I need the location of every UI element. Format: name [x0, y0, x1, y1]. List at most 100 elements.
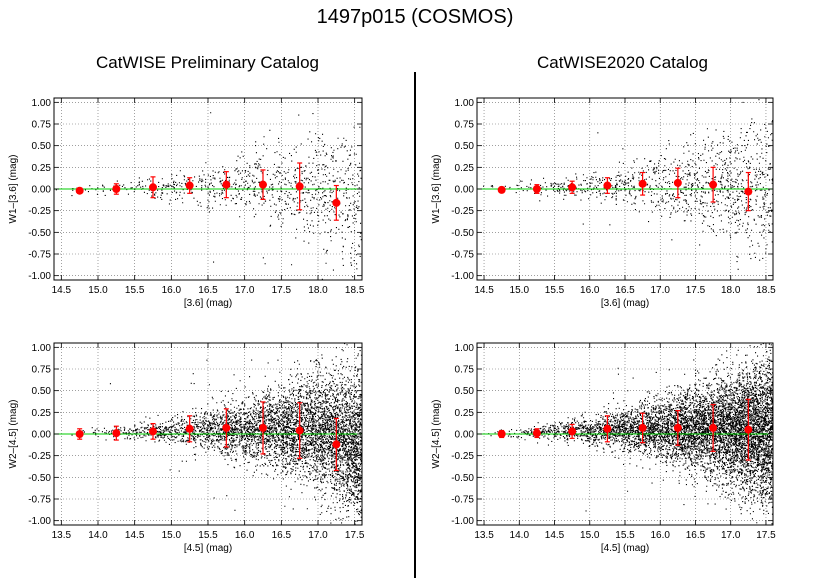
x-tick-label: 16.5 — [198, 285, 218, 296]
binned-mean-point — [497, 429, 506, 439]
binned-mean-point — [673, 167, 682, 199]
x-tick-label: 16.5 — [615, 285, 635, 296]
main-title: 1497p015 (COSMOS) — [316, 6, 514, 28]
y-tick-label: 1.00 — [32, 98, 52, 109]
x-tick-label: 13.5 — [52, 530, 72, 541]
y-tick-label: -0.75 — [28, 495, 51, 506]
y-tick-label: -0.75 — [28, 250, 51, 261]
scatter-dots — [55, 112, 362, 280]
y-tick-label: 0.00 — [455, 430, 475, 441]
binned-mean-point — [603, 177, 612, 194]
binned-mean-point — [332, 184, 341, 221]
x-tick-label: 15.0 — [88, 285, 108, 296]
x-tick-label: 14.5 — [474, 285, 494, 296]
y-tick-label: -0.25 — [28, 206, 51, 217]
y-tick-label: 1.00 — [455, 343, 475, 354]
scatter-points — [71, 343, 362, 525]
scatter-dots — [488, 343, 773, 525]
y-tick-label: 0.25 — [32, 163, 52, 174]
y-tick-label: 0.25 — [32, 408, 52, 419]
x-tick-label: 13.5 — [474, 530, 494, 541]
x-tick-label: 15.5 — [615, 530, 635, 541]
left-column-title: CatWISE Preliminary Catalog — [96, 53, 319, 72]
y-tick-label: -0.50 — [451, 228, 474, 239]
y-tick-label: -1.00 — [28, 271, 51, 282]
y-tick-label: -0.25 — [28, 451, 51, 462]
chart-panel-2: 13.5 14.0 14.5 15.0 15.5 16.0 16.5 17.0 17.5 1.00… — [8, 342, 365, 554]
y-tick-label: 0.75 — [32, 120, 52, 131]
binned-mean-point — [568, 180, 577, 194]
y-tick-label: 0.75 — [455, 120, 475, 131]
y-tick-label: 0.50 — [455, 386, 475, 397]
binned-mean-point — [744, 171, 753, 212]
x-tick-label: 15.5 — [125, 285, 145, 296]
x-tick-label: 17.5 — [345, 530, 365, 541]
scatter-dots — [71, 343, 362, 525]
y-tick-label: 0.50 — [32, 141, 52, 152]
binned-mean-point — [568, 423, 577, 439]
y-tick-label: 0.00 — [32, 430, 52, 441]
binned-mean-point — [497, 185, 506, 194]
x-tick-label: 17.5 — [272, 285, 292, 296]
x-tick-label: 14.5 — [125, 530, 145, 541]
binned-mean-point — [603, 415, 612, 443]
x-tick-label: 16.5 — [686, 530, 706, 541]
y-tick-label: 0.00 — [455, 185, 475, 196]
y-tick-label: 1.00 — [32, 343, 52, 354]
right-column-title: CatWISE2020 Catalog — [536, 53, 709, 72]
binned-mean-point — [112, 183, 121, 195]
x-tick-label: 17.5 — [756, 530, 776, 541]
binned-mean-point — [185, 177, 194, 194]
binned-mean-point — [744, 398, 753, 461]
y-axis-label: W1–[3.6] (mag) — [431, 155, 442, 224]
binned-mean-point — [185, 415, 194, 443]
binned-mean-point — [112, 425, 121, 441]
binned-mean-point — [75, 428, 84, 440]
binned-mean-point — [259, 169, 267, 200]
y-tick-label: -0.50 — [28, 228, 51, 239]
x-tick-label: 16.0 — [162, 285, 182, 296]
chart-panel-1: 14.5 15.0 15.5 16.0 16.5 17.0 17.5 18.0 18.5 1.00… — [431, 97, 776, 309]
binned-mean-point — [332, 417, 341, 471]
chart-panel-0: 14.5 15.0 15.5 16.0 16.5 17.0 17.5 18.0 18.5 1.00… — [8, 97, 365, 309]
y-tick-label: 0.50 — [455, 141, 475, 152]
x-tick-label: 17.0 — [651, 285, 671, 296]
y-axis-label: W1–[3.6] (mag) — [8, 155, 19, 224]
y-tick-label: -0.25 — [451, 206, 474, 217]
y-axis-label: W2–[4.5] (mag) — [8, 400, 19, 469]
binned-mean-point — [295, 402, 304, 459]
x-axis-label: [4.5] (mag) — [184, 543, 232, 554]
x-tick-label: 16.5 — [272, 530, 292, 541]
y-tick-label: 0.25 — [455, 163, 475, 174]
y-tick-label: -1.00 — [451, 271, 474, 282]
binned-mean-point — [295, 162, 304, 211]
x-tick-label: 15.0 — [162, 530, 182, 541]
x-tick-label: 14.5 — [52, 285, 72, 296]
binned-mean-point — [532, 184, 541, 194]
x-tick-label: 17.5 — [686, 285, 706, 296]
y-tick-label: 1.00 — [455, 98, 475, 109]
x-tick-label: 15.0 — [580, 530, 600, 541]
x-tick-label: 16.0 — [235, 530, 255, 541]
y-tick-label: 0.75 — [32, 365, 52, 376]
x-axis-label: [4.5] (mag) — [601, 543, 649, 554]
binned-mean-point — [259, 401, 267, 455]
binned-mean-point — [532, 428, 541, 439]
x-tick-label: 18.0 — [721, 285, 741, 296]
binned-mean-point — [75, 186, 84, 195]
binned-mean-point — [222, 408, 231, 448]
binned-mean-point — [709, 403, 718, 452]
column-divider — [414, 72, 416, 578]
x-tick-label: 18.5 — [345, 285, 365, 296]
y-tick-label: -1.00 — [451, 516, 474, 527]
x-tick-label: 17.0 — [308, 530, 328, 541]
x-tick-label: 17.0 — [721, 530, 741, 541]
y-tick-label: -0.75 — [451, 495, 474, 506]
x-tick-label: 15.5 — [545, 285, 565, 296]
y-tick-label: -1.00 — [28, 516, 51, 527]
x-tick-label: 15.0 — [510, 285, 530, 296]
x-tick-label: 18.0 — [308, 285, 328, 296]
y-tick-label: 0.50 — [32, 386, 52, 397]
y-tick-label: 0.75 — [455, 365, 475, 376]
